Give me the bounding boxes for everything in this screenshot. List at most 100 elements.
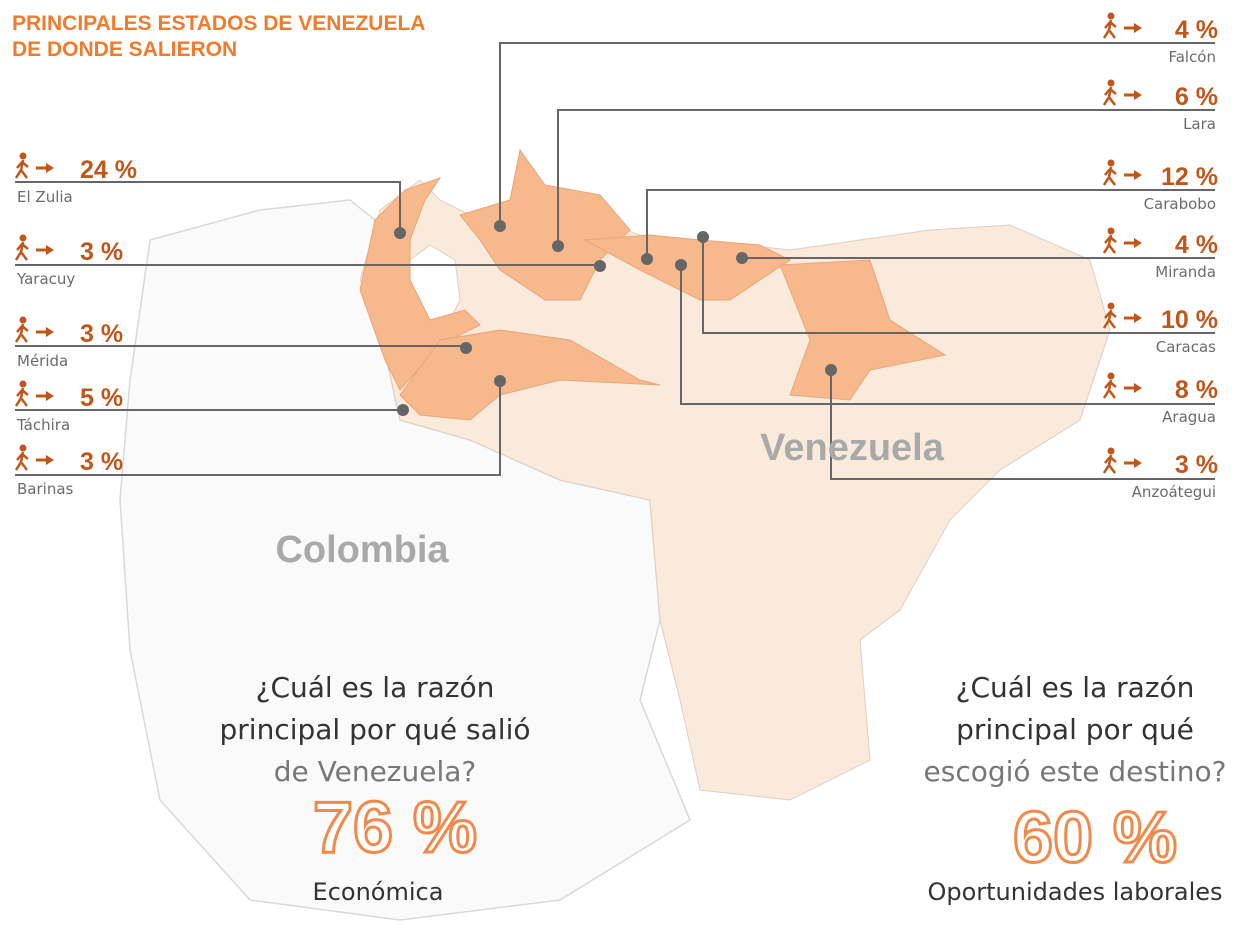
anzoategui	[779, 259, 947, 401]
icon-body	[1102, 234, 1117, 254]
walker-icon	[1102, 372, 1142, 399]
walker-icon	[1102, 227, 1142, 254]
leader-line	[15, 264, 601, 266]
icon-head	[1107, 227, 1115, 235]
state-percent: 6 %	[1175, 83, 1218, 111]
icon-head	[19, 234, 27, 242]
state-dot	[697, 231, 709, 243]
state-percent: 5 %	[80, 384, 123, 412]
leader-line	[830, 370, 1215, 480]
state-name: Aragua	[1162, 408, 1216, 426]
leader-line	[15, 381, 501, 476]
icon-arrowhead	[46, 163, 54, 173]
icon-body	[14, 323, 29, 343]
state-percent: 4 %	[1175, 16, 1218, 44]
state-percent: 24 %	[80, 156, 137, 184]
walker-icon	[14, 444, 54, 471]
icon-arrowhead	[1134, 383, 1142, 393]
question-line: de Venezuela?	[274, 755, 477, 788]
state-dot	[394, 227, 406, 239]
icon-head	[19, 316, 27, 324]
walker-icon	[14, 152, 54, 179]
icon-arrowhead	[1134, 90, 1142, 100]
state-percent: 3 %	[80, 238, 123, 266]
icon-body	[1102, 86, 1117, 106]
icon-body	[14, 387, 29, 407]
state-name: Barinas	[17, 480, 74, 498]
icon-body	[1102, 19, 1117, 39]
icon-head	[1107, 372, 1115, 380]
icon-head	[1107, 447, 1115, 455]
state-percent: 12 %	[1161, 163, 1218, 191]
state-dot	[552, 240, 564, 252]
state-name: Falcón	[1168, 48, 1216, 66]
state-name: Miranda	[1155, 263, 1216, 281]
icon-head	[19, 152, 27, 160]
walker-icon	[1102, 447, 1142, 474]
icon-arrowhead	[1134, 170, 1142, 180]
leader-line	[646, 189, 1215, 259]
state-name: Táchira	[16, 416, 70, 434]
question-line: principal por qué salió	[220, 713, 531, 746]
state-dot	[494, 375, 506, 387]
walker-icon	[14, 316, 54, 343]
walker-icon	[1102, 159, 1142, 186]
icon-body	[14, 241, 29, 261]
icon-arrowhead	[46, 455, 54, 465]
leader-line	[702, 237, 1215, 334]
central	[583, 234, 791, 301]
walker-icon	[1102, 302, 1142, 329]
answer-text: Económica	[313, 878, 444, 906]
icon-arrowhead	[46, 327, 54, 337]
icon-arrowhead	[46, 245, 54, 255]
walker-icon	[1102, 12, 1142, 39]
answer-text: Oportunidades laborales	[927, 878, 1222, 906]
state-percent: 3 %	[80, 448, 123, 476]
icon-body	[1102, 166, 1117, 186]
icon-arrowhead	[1134, 23, 1142, 33]
title: PRINCIPALES ESTADOS DE VENEZUELA	[12, 12, 425, 35]
state-percent: 8 %	[1175, 376, 1218, 404]
zulia	[359, 177, 481, 391]
leader-line	[15, 181, 401, 233]
answer-percent: 76 %	[313, 788, 477, 868]
leader-line	[680, 265, 1215, 405]
walker-icon	[1102, 79, 1142, 106]
state-dot	[594, 260, 606, 272]
state-name: Yaracuy	[16, 270, 75, 288]
icon-head	[1107, 79, 1115, 87]
state-percent: 3 %	[80, 320, 123, 348]
state-percent: 4 %	[1175, 231, 1218, 259]
question-line: ¿Cuál es la razón	[956, 671, 1195, 704]
state-percent: 10 %	[1161, 306, 1218, 334]
icon-body	[1102, 454, 1117, 474]
state-dot	[460, 342, 472, 354]
walker-icon	[14, 234, 54, 261]
icon-head	[19, 380, 27, 388]
icon-arrowhead	[1134, 458, 1142, 468]
leader-line	[499, 42, 1215, 226]
state-dot	[641, 253, 653, 265]
question-line: escogió este destino?	[924, 755, 1227, 788]
walker-icon	[14, 380, 54, 407]
state-name: Mérida	[17, 352, 68, 370]
state-percent: 3 %	[1175, 451, 1218, 479]
state-name: Anzoátegui	[1132, 483, 1216, 501]
state-dot	[675, 259, 687, 271]
leader-line	[557, 109, 1215, 246]
answer-percent: 60 %	[1013, 798, 1177, 878]
question-line: principal por qué	[956, 713, 1194, 746]
icon-arrowhead	[46, 391, 54, 401]
icon-head	[1107, 302, 1115, 310]
icon-head	[1107, 12, 1115, 20]
icon-body	[1102, 309, 1117, 329]
icon-head	[19, 444, 27, 452]
state-dot	[397, 404, 409, 416]
country-label: Venezuela	[760, 427, 945, 469]
icon-head	[1107, 159, 1115, 167]
icon-body	[1102, 379, 1117, 399]
state-name: Caracas	[1156, 338, 1216, 356]
state-name: El Zulia	[17, 188, 73, 206]
icon-body	[14, 451, 29, 471]
